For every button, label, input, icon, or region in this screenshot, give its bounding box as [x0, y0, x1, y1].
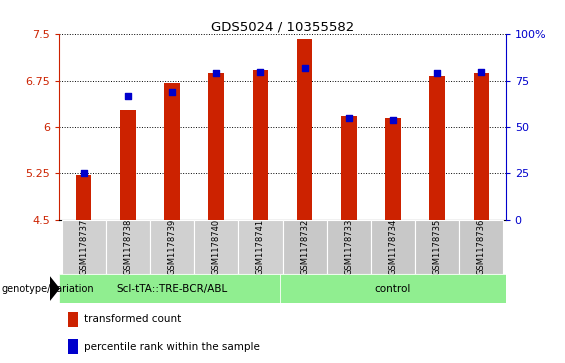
Point	[300, 65, 309, 71]
Bar	[280, 274, 506, 303]
Bar	[253, 70, 268, 220]
Title: GDS5024 / 10355582: GDS5024 / 10355582	[211, 20, 354, 33]
Bar	[120, 110, 136, 220]
Point	[433, 70, 442, 76]
Text: GSM1178738: GSM1178738	[123, 219, 132, 275]
Bar	[371, 220, 415, 274]
Text: GSM1178740: GSM1178740	[212, 219, 221, 275]
Bar	[327, 220, 371, 274]
Bar	[385, 118, 401, 220]
Text: GSM1178736: GSM1178736	[477, 219, 486, 275]
Point	[79, 171, 88, 176]
Bar	[341, 116, 357, 220]
Text: GSM1178737: GSM1178737	[79, 219, 88, 275]
Point	[212, 70, 221, 76]
Bar	[429, 77, 445, 220]
Text: GSM1178739: GSM1178739	[167, 219, 176, 275]
Text: GSM1178735: GSM1178735	[433, 219, 442, 275]
Text: percentile rank within the sample: percentile rank within the sample	[84, 342, 260, 352]
Bar	[282, 220, 327, 274]
Bar	[62, 220, 106, 274]
Bar	[297, 39, 312, 220]
Point	[167, 89, 176, 95]
Text: GSM1178732: GSM1178732	[300, 219, 309, 275]
Bar	[164, 83, 180, 220]
Text: transformed count: transformed count	[84, 314, 181, 325]
Text: control: control	[375, 284, 411, 294]
Polygon shape	[50, 276, 60, 301]
Bar	[106, 220, 150, 274]
Text: GSM1178734: GSM1178734	[389, 219, 398, 275]
Point	[389, 117, 398, 123]
Bar	[68, 312, 78, 327]
Bar	[208, 73, 224, 220]
Point	[477, 69, 486, 74]
Point	[344, 115, 353, 121]
Text: GSM1178741: GSM1178741	[256, 219, 265, 275]
Point	[123, 93, 132, 98]
Text: GSM1178733: GSM1178733	[344, 219, 353, 275]
Bar	[76, 175, 92, 220]
Bar	[473, 73, 489, 220]
Bar	[68, 339, 78, 354]
Text: genotype/variation: genotype/variation	[1, 284, 94, 294]
Bar	[415, 220, 459, 274]
Bar	[150, 220, 194, 274]
Bar	[59, 274, 280, 303]
Bar	[238, 220, 282, 274]
Bar	[194, 220, 238, 274]
Bar	[459, 220, 503, 274]
Text: Scl-tTA::TRE-BCR/ABL: Scl-tTA::TRE-BCR/ABL	[116, 284, 228, 294]
Point	[256, 69, 265, 74]
